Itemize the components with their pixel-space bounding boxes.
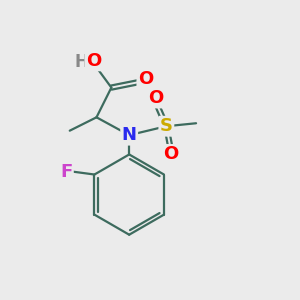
Text: H: H (75, 53, 88, 71)
Text: O: O (86, 52, 101, 70)
Text: N: N (122, 126, 137, 144)
Text: O: O (163, 146, 178, 164)
Text: S: S (160, 117, 173, 135)
Text: O: O (148, 89, 164, 107)
Text: F: F (60, 163, 72, 181)
Text: O: O (138, 70, 153, 88)
